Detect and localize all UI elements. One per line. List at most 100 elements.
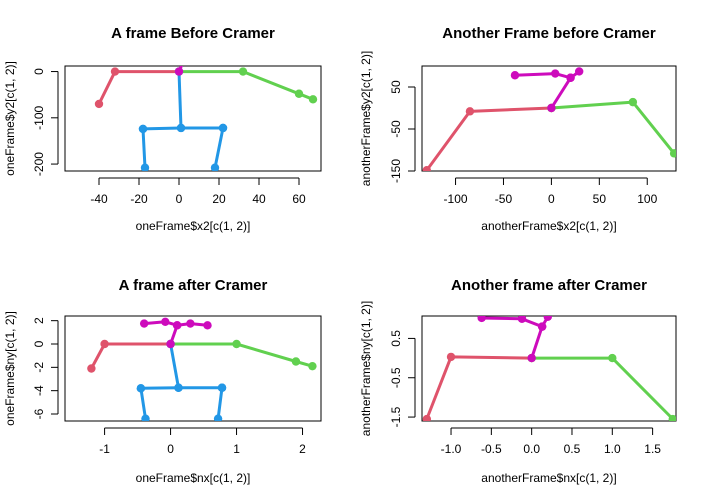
- data-point: [141, 414, 150, 421]
- panel-2-data: [422, 67, 676, 171]
- data-point: [203, 321, 212, 330]
- data-point: [232, 339, 241, 349]
- panel-3-y-axis-label: oneFrame$ny[c(1, 2)]: [3, 311, 17, 426]
- series-line: [141, 127, 147, 170]
- data-point: [213, 43, 221, 51]
- x-tick-label: 1.0: [604, 442, 621, 456]
- x-tick-label: -50: [495, 192, 513, 206]
- panel-2-title: Another Frame before Cramer: [442, 25, 656, 42]
- data-point: [94, 99, 104, 109]
- x-tick-label: 50: [593, 192, 607, 206]
- data-point: [628, 97, 638, 107]
- x-tick-label: 1.5: [644, 442, 661, 456]
- data-point: [174, 383, 183, 392]
- data-point: [210, 163, 220, 171]
- panel-2: Another Frame before Cramer -100 -50 0 50 100…: [359, 25, 677, 233]
- data-point: [238, 67, 248, 76]
- y-tick-label: -2: [32, 362, 46, 373]
- data-point: [110, 67, 120, 76]
- data-point: [140, 163, 150, 171]
- y-tick-label: -6: [32, 408, 46, 419]
- x-tick-label: -1.0: [441, 442, 462, 456]
- data-point: [422, 414, 432, 421]
- data-point: [465, 107, 475, 116]
- panel-1-title: A frame Before Cramer: [111, 25, 275, 42]
- panel-4-data: [422, 316, 676, 421]
- data-point: [308, 361, 317, 371]
- data-point: [510, 71, 520, 80]
- x-tick-label: 0.0: [523, 442, 540, 456]
- data-point: [217, 383, 227, 392]
- y-tick-label: 2: [32, 317, 46, 324]
- panel-3-x-axis-label: oneFrame$nx[c(1, 2)]: [136, 471, 251, 485]
- x-tick-label: 1: [233, 442, 240, 456]
- data-point: [669, 149, 676, 158]
- data-point: [527, 353, 536, 363]
- panel-1: A frame Before Cramer-40 -20 0 20 40 600-100-…: [3, 25, 322, 233]
- panel-3-plot-frame: [64, 315, 322, 422]
- x-tick-label: -1: [99, 442, 110, 456]
- data-point: [138, 124, 148, 134]
- data-point: [213, 414, 223, 421]
- x-tick-label: -20: [130, 192, 148, 206]
- data-point: [668, 414, 676, 421]
- y-tick-label: -0.5: [389, 367, 403, 388]
- data-point: [517, 316, 527, 323]
- panel-4-x-axis-label: anotherFrame$nx[c(1, 2)]: [481, 471, 616, 485]
- x-tick-label: 0: [176, 192, 183, 206]
- y-tick-label: -100: [32, 105, 46, 129]
- x-tick-label: 20: [212, 192, 226, 206]
- panel-3-data: [87, 317, 317, 421]
- series-line: [530, 325, 544, 360]
- data-point: [199, 41, 207, 49]
- y-tick-label: 0: [32, 68, 46, 75]
- series-line: [530, 356, 675, 421]
- x-tick-label: 60: [292, 192, 306, 206]
- y-tick-label: 0.5: [389, 330, 403, 347]
- x-tick-label: -40: [90, 192, 108, 206]
- series-line: [177, 70, 315, 101]
- data-point: [166, 339, 175, 349]
- series-line: [425, 355, 534, 421]
- panel-4-title: Another frame after Cramer: [451, 277, 647, 294]
- series-line: [216, 386, 224, 421]
- y-tick-label: 50: [389, 80, 403, 94]
- data-point: [174, 67, 184, 76]
- data-point: [172, 321, 182, 330]
- panel-3-title: A frame after Cramer: [119, 277, 268, 294]
- data-point: [218, 123, 228, 133]
- x-tick-label: -0.5: [481, 442, 502, 456]
- data-point: [543, 316, 552, 321]
- panel-3: A frame after Cramer -1 0 1 2 2 0 -2 -4 -6 oneFram…: [3, 277, 322, 485]
- data-point: [608, 353, 617, 363]
- data-point: [547, 103, 556, 113]
- data-point: [294, 89, 304, 98]
- x-tick-label: 0: [548, 192, 555, 206]
- x-tick-label: 0: [167, 442, 174, 456]
- series-line: [157, 43, 217, 48]
- data-point: [574, 67, 584, 76]
- x-tick-label: 100: [637, 192, 657, 206]
- panel-2-plot-frame: [421, 65, 677, 172]
- data-point: [566, 73, 575, 82]
- data-point: [291, 357, 301, 366]
- panel-2-x-axis-label: anotherFrame$x2[c(1, 2)]: [481, 219, 616, 233]
- data-point: [422, 165, 431, 171]
- panel-1-plot-frame: [64, 65, 322, 172]
- x-tick-label: 2: [299, 442, 306, 456]
- data-point: [161, 317, 170, 327]
- data-point: [446, 352, 456, 362]
- series-line: [425, 106, 553, 171]
- data-point: [477, 316, 486, 323]
- data-point: [185, 43, 193, 51]
- data-point: [537, 322, 547, 331]
- series-line: [169, 342, 314, 368]
- series-line: [97, 70, 181, 106]
- series-line: [139, 386, 147, 421]
- data-point: [136, 384, 146, 393]
- y-tick-label: -150: [389, 159, 403, 183]
- x-tick-label: -100: [444, 192, 468, 206]
- panel-4-y-axis-label: anotherFrame$ny[c(1, 2)]: [359, 301, 373, 436]
- panel-1-x-axis-label: oneFrame$x2[c(1, 2)]: [136, 219, 251, 233]
